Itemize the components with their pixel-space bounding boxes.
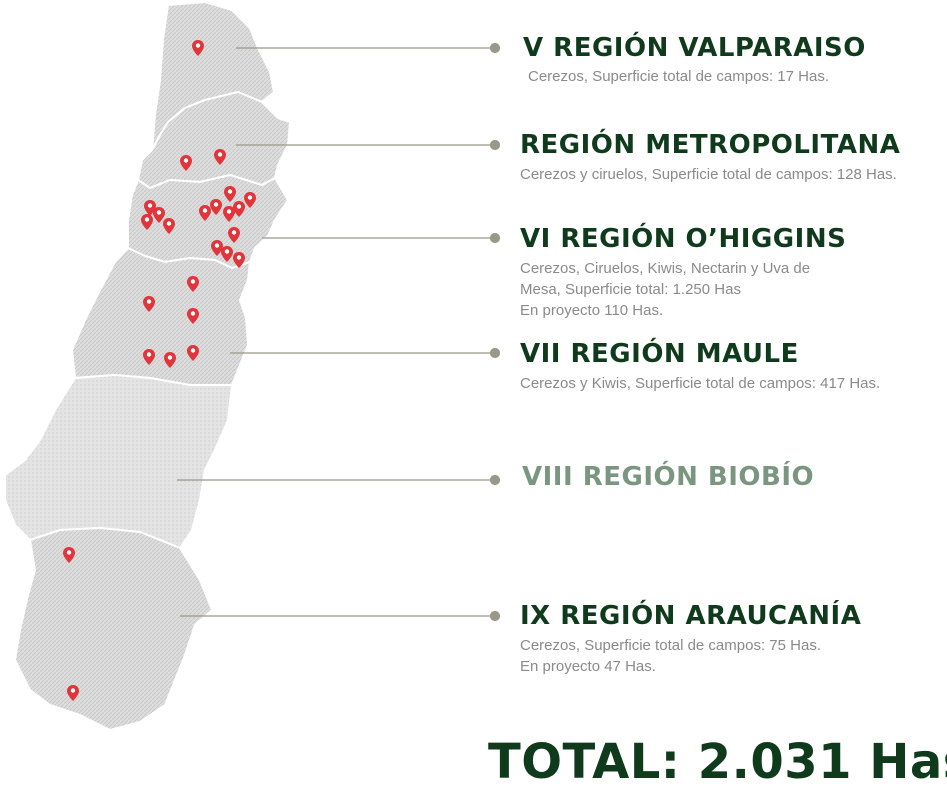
region-description: Cerezos y Kiwis, Superficie total de cam… (520, 375, 881, 392)
region-description: Cerezos, Superficie total de campos: 75 … (520, 635, 861, 677)
region-maule-block: VII REGIÓN MAULE Cerezos y Kiwis, Superf… (520, 339, 880, 394)
region-araucania-shape (13, 526, 214, 732)
region-description-line: Cerezos, Superficie total de campos: 75 … (520, 637, 821, 654)
total-hectares: TOTAL: 2.031 Has. (488, 734, 947, 790)
leader-dot-icon (489, 347, 501, 359)
region-description: Cerezos, Ciruelos, Kiwis, Nectarin y Uva… (520, 258, 846, 321)
region-description-line: En proyecto 47 Has. (520, 658, 656, 675)
region-description-line: Mesa, Superficie total: 1.250 Has (520, 281, 741, 298)
region-title: VI REGIÓN O’HIGGINS (520, 224, 847, 254)
region-description: Cerezos y ciruelos, Superficie total de … (520, 166, 897, 183)
region-valparaiso-block: V REGIÓN VALPARAISO Cerezos, Superficie … (523, 33, 866, 87)
leader-dot-icon (489, 139, 501, 151)
region-araucania-block: IX REGIÓN ARAUCANÍA Cerezos, Superficie … (520, 601, 861, 677)
region-biobio-block: VIII REGIÓN BIOBÍO (522, 462, 814, 492)
leader-dot-icon (489, 610, 501, 622)
region-biobio-shape (4, 373, 234, 550)
region-title: REGIÓN METROPOLITANA (520, 130, 901, 160)
leader-dot-icon (489, 42, 501, 54)
region-title: V REGIÓN VALPARAISO (523, 33, 866, 63)
region-description-line: Cerezos, Ciruelos, Kiwis, Nectarin y Uva… (520, 260, 811, 277)
region-title: IX REGIÓN ARAUCANÍA (520, 601, 862, 631)
region-title: VII REGIÓN MAULE (520, 339, 799, 369)
region-ohiggins-block: VI REGIÓN O’HIGGINS Cerezos, Ciruelos, K… (520, 224, 846, 321)
leader-dot-icon (489, 474, 501, 486)
region-metropolitana-block: REGIÓN METROPOLITANA Cerezos y ciruelos,… (520, 130, 900, 185)
leader-lines (177, 42, 501, 622)
region-description-line: En proyecto 110 Has. (520, 302, 664, 319)
region-description: Cerezos, Superficie total de campos: 17 … (528, 68, 829, 85)
region-title: VIII REGIÓN BIOBÍO (522, 462, 815, 492)
leader-dot-icon (489, 232, 501, 244)
region-maule-shape (70, 246, 252, 386)
